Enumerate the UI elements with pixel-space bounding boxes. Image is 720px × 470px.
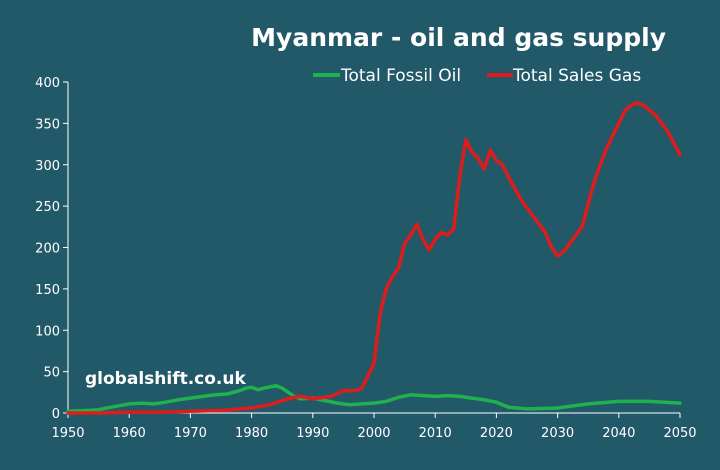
x-tick-label: 1980 [235,426,268,441]
legend-label-total-fossil-oil: Total Fossil Oil [340,66,461,86]
y-axis-ticks: 0 50 100 150 200 250 300 350 400 [35,76,68,422]
series-lines [66,100,682,415]
legend: Total Fossil Oil Total Sales Gas [313,66,641,86]
y-tick-label: 100 [35,324,60,339]
x-tick-label: 2050 [663,426,696,441]
x-tick-label: 2020 [480,426,513,441]
x-tick-label: 2000 [357,426,390,441]
x-tick-label: 2010 [419,426,452,441]
x-tick-label: 1960 [113,426,146,441]
x-tick-label: 1990 [296,426,329,441]
chart-title: Myanmar - oil and gas supply [251,23,666,52]
series-line-total-fossil-oil [66,383,682,414]
y-tick-label: 50 [43,366,60,381]
x-tick-label: 1970 [174,426,207,441]
y-tick-label: 250 [35,200,60,215]
x-axis-ticks: 1950 1960 1970 1980 1990 2000 2010 2020 2030 2040… [51,413,697,441]
x-tick-label: 2030 [541,426,574,441]
x-tick-label: 1950 [51,426,84,441]
y-tick-label: 400 [35,76,60,91]
y-tick-label: 350 [35,117,60,132]
y-tick-label: 150 [35,283,60,298]
y-tick-label: 200 [35,242,60,257]
watermark-annotation: globalshift.co.uk [85,369,246,389]
legend-label-total-sales-gas: Total Sales Gas [512,66,641,86]
series-line-total-sales-gas [66,100,682,415]
y-tick-label: 0 [52,407,60,422]
y-tick-label: 300 [35,159,60,174]
x-tick-label: 2040 [602,426,635,441]
